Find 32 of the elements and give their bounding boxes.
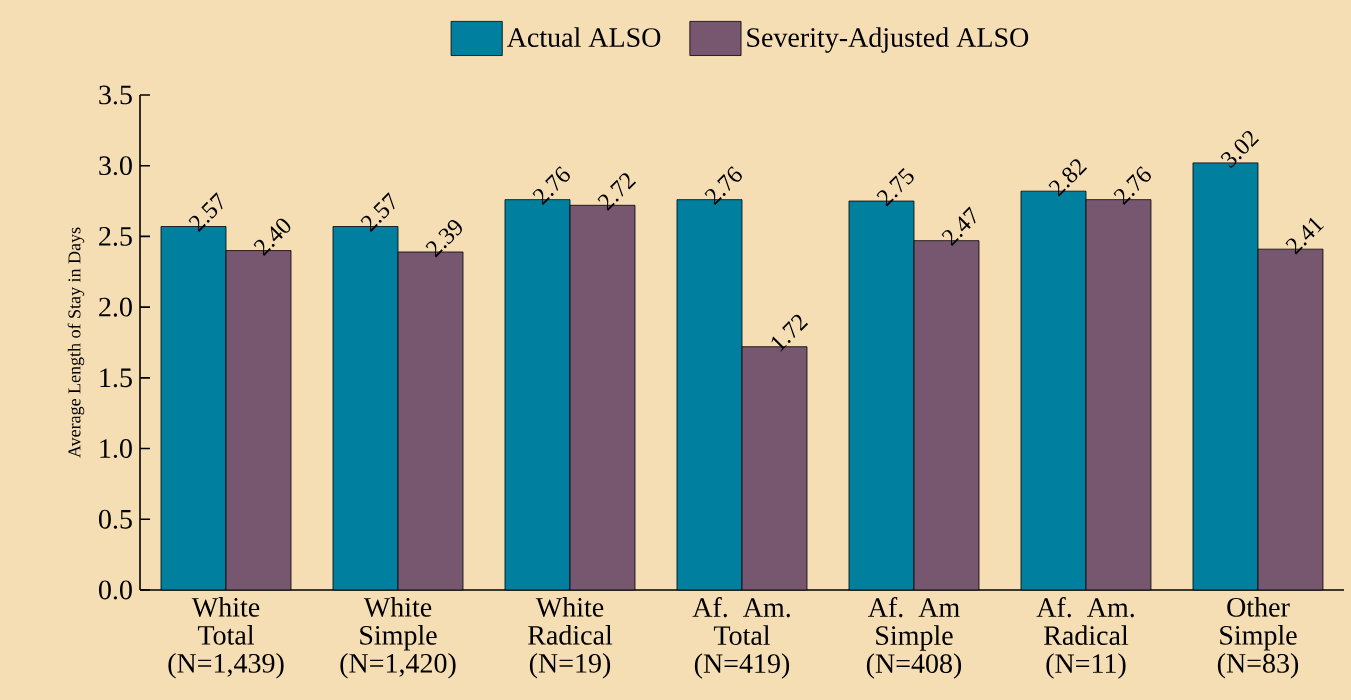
data-label: 2.57 (360, 192, 395, 232)
x-tick-label: White Simple (N=1,420) (340, 597, 456, 679)
y-axis-title: Average Length of Stay in Days (67, 227, 85, 458)
data-label: 2.82 (1048, 159, 1088, 197)
x-tick-label: Af. Am. Radical (N=11) (1036, 597, 1134, 679)
y-tick-label: 3.0 (99, 156, 132, 176)
data-label: 2.76 (704, 166, 742, 206)
y-tick-label: 1.0 (100, 439, 132, 459)
y-tick-label: 0.5 (99, 509, 132, 529)
data-label: 2.47 (941, 206, 976, 247)
x-tick-label: Af. Am Simple (N=408) (866, 597, 962, 679)
data-label: 2.40 (253, 218, 291, 256)
data-label: 2.39 (425, 220, 462, 258)
legend-label: Severity-Adjusted ALSO (747, 27, 1029, 53)
data-label: 3.02 (1220, 130, 1260, 168)
y-tick-label: 1.5 (100, 368, 132, 388)
data-label: 2.76 (532, 166, 570, 206)
x-tick-label: White Total (N=1,439) (168, 597, 284, 679)
data-label: 2.72 (597, 173, 637, 211)
data-label: 2.76 (1113, 166, 1151, 206)
legend-label: Actual ALSO (506, 27, 661, 47)
x-tick-label: Af. Am. Total (N=419) (692, 597, 790, 679)
x-tick-label: Other Simple (N=83) (1217, 597, 1299, 679)
data-label: 2.41 (1285, 217, 1324, 255)
data-label: 1.72 (771, 314, 809, 352)
y-tick-label: 0.0 (99, 580, 132, 600)
x-tick-label: White Radical (N=19) (528, 597, 613, 679)
data-label: 2.57 (188, 192, 223, 232)
y-tick-label: 3.5 (99, 85, 132, 105)
data-label: 2.75 (876, 167, 914, 207)
y-tick-label: 2.0 (99, 297, 132, 317)
y-tick-label: 2.5 (99, 226, 132, 246)
